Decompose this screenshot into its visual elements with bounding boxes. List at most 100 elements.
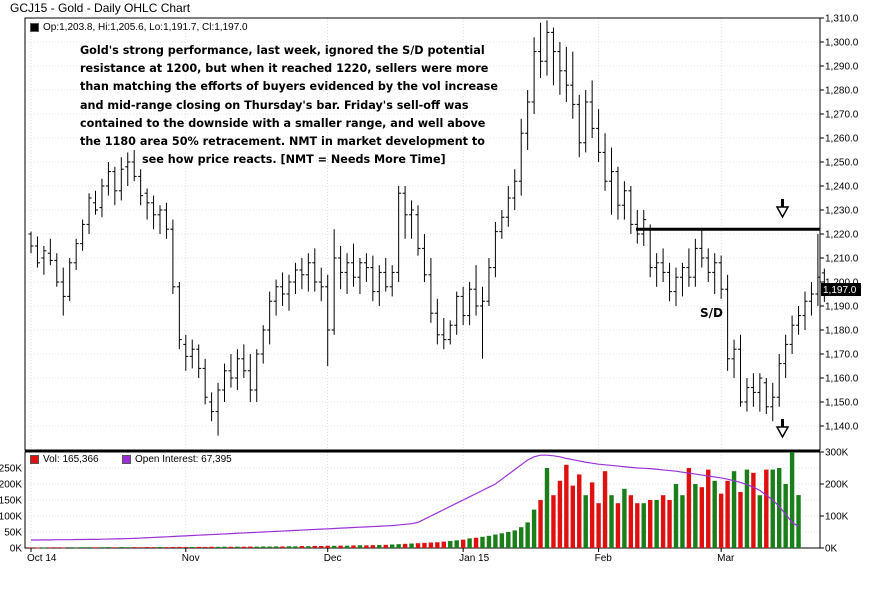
ohlc-bar xyxy=(409,200,415,239)
volume-bar xyxy=(570,485,575,548)
volume-bar xyxy=(473,537,479,548)
ohlc-bar xyxy=(789,315,795,354)
ohlc-bar xyxy=(280,272,286,306)
volume-bar xyxy=(499,533,505,548)
volume-bar xyxy=(157,547,163,548)
volume-bar xyxy=(622,488,627,548)
price-tick-label: 1,250.0 xyxy=(825,158,859,169)
ohlc-bar xyxy=(505,186,511,227)
volume-bar xyxy=(61,547,66,549)
volume-bar xyxy=(80,547,85,549)
ohlc-bar xyxy=(67,258,73,302)
ohlc-bar xyxy=(189,339,195,369)
ohlc-bar xyxy=(712,253,718,294)
volume-bar xyxy=(209,546,214,548)
ohlc-bar xyxy=(93,190,98,215)
ohlc-bar xyxy=(705,248,711,282)
date-tick-label: Feb xyxy=(595,553,613,564)
ohlc-bar xyxy=(538,22,544,78)
volume-bar xyxy=(467,538,472,548)
volume-tick-label-left: 100K xyxy=(0,512,22,523)
ohlc-bar xyxy=(718,255,724,299)
vertical-grid xyxy=(30,18,722,548)
volume-bar xyxy=(164,547,169,548)
volume-bar xyxy=(744,469,750,548)
volume-tick-label-left: 50K xyxy=(4,528,22,539)
date-tick-label: Jan 15 xyxy=(459,553,489,564)
volume-bar xyxy=(344,545,350,548)
ohlc-bar xyxy=(415,205,421,256)
volume-bar xyxy=(151,547,156,548)
volume-bar xyxy=(557,480,563,548)
ohlc-bar xyxy=(815,234,821,306)
ohlc-bar xyxy=(41,246,47,275)
ohlc-bar xyxy=(331,229,337,335)
volume-bar xyxy=(228,546,234,548)
ohlc-bar xyxy=(273,279,279,316)
volume-legend-swatch xyxy=(30,455,39,464)
volume-bar xyxy=(144,547,150,548)
ohlc-bar xyxy=(473,265,479,316)
volume-bar xyxy=(73,547,79,549)
ohlc-bar xyxy=(163,202,169,239)
volume-bar xyxy=(628,495,634,548)
ohlc-bar xyxy=(247,354,253,402)
ohlc-bar xyxy=(454,291,460,335)
volume-bar xyxy=(725,480,730,548)
ohlc-bar xyxy=(460,286,466,326)
annotation-line: contained to the downside with a smaller… xyxy=(80,116,486,130)
volume-bar xyxy=(99,547,105,548)
ohlc-bar xyxy=(299,258,305,290)
price-tick-label: 1,280.0 xyxy=(825,86,859,97)
volume-bar xyxy=(125,547,130,548)
annotation-line: resistance at 1200, but when it reached … xyxy=(80,62,489,76)
volume-bar xyxy=(486,535,492,548)
volume-bar xyxy=(93,547,98,549)
volume-tick-label-right: 100K xyxy=(825,512,849,523)
ohlc-bar xyxy=(389,265,395,297)
volume-bar xyxy=(480,536,485,548)
volume-bar xyxy=(783,484,788,548)
volume-bar xyxy=(615,503,621,548)
price-tick-label: 1,220.0 xyxy=(825,230,859,241)
ohlc-bar xyxy=(492,222,498,278)
ohlc-bar xyxy=(738,334,743,407)
date-x-axis: Oct 14 Nov Dec Jan 15 Feb Mar xyxy=(27,548,735,564)
ohlc-bar xyxy=(576,94,582,158)
volume-bar xyxy=(286,546,292,548)
ohlc-bar xyxy=(138,169,144,206)
open-interest-legend-text: Open Interest: 67,395 xyxy=(135,454,232,465)
ohlc-bar xyxy=(550,27,556,86)
ohlc-bar xyxy=(776,354,782,407)
volume-tick-label-right: 300K xyxy=(825,448,849,459)
volume-bar xyxy=(119,547,124,548)
volume-bar xyxy=(370,545,376,548)
annotation-line: and mid-range closing on Thursday's bar.… xyxy=(80,98,469,112)
ohlc-bar xyxy=(596,109,602,162)
volume-bar xyxy=(106,547,111,548)
volume-bar xyxy=(435,542,440,548)
volume-bar xyxy=(544,468,550,548)
ohlc-bar xyxy=(757,373,763,412)
date-tick-label: Mar xyxy=(717,553,735,564)
volume-bar xyxy=(512,530,517,548)
volume-tick-label-left: 150K xyxy=(0,496,22,507)
price-tick-label: 1,180.0 xyxy=(825,326,859,337)
ohlc-bar xyxy=(105,162,111,196)
ohlc-bar xyxy=(563,46,569,102)
ohlc-bar xyxy=(699,229,705,268)
price-tick-label: 1,270.0 xyxy=(825,110,859,121)
ohlc-bar xyxy=(254,349,260,402)
ohlc-bar xyxy=(808,282,814,316)
ohlc-bar xyxy=(54,253,60,287)
ohlc-bar xyxy=(383,258,389,292)
volume-bar xyxy=(331,545,337,548)
ohlc-bar xyxy=(796,306,802,335)
volume-bar xyxy=(422,542,427,548)
ohlc-bar xyxy=(357,258,363,294)
volume-bar xyxy=(202,546,208,548)
ohlc-bar xyxy=(209,392,215,422)
volume-bar xyxy=(635,503,640,548)
volume-bar xyxy=(306,546,311,548)
